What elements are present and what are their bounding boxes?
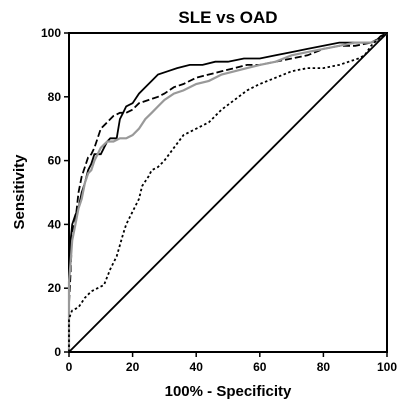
x-tick-label: 40 (190, 360, 204, 374)
y-tick-label: 20 (48, 281, 62, 295)
axis-ticks: 0 20 40 60 80 100 0 20 40 60 80 100 (41, 26, 397, 374)
series-line-5 (68, 32, 388, 353)
x-tick-label: 80 (317, 360, 331, 374)
series-group (67, 32, 388, 353)
y-axis-label: Sensitivity (11, 154, 28, 230)
x-tick-label: 60 (253, 360, 267, 374)
y-tick-label: 0 (54, 345, 61, 359)
series-line-2 (68, 32, 388, 352)
x-axis-label: 100% - Specificity (165, 383, 292, 400)
y-tick-label: 80 (48, 90, 62, 104)
plot-border (68, 32, 388, 353)
chart-title: SLE vs OAD (178, 8, 277, 27)
x-tick-label: 0 (66, 360, 73, 374)
y-tick-label: 60 (48, 154, 62, 168)
x-tick-label: 20 (126, 360, 140, 374)
series-line-3 (67, 32, 388, 352)
x-tick-label: 100 (377, 360, 397, 374)
y-tick-label: 40 (48, 217, 62, 231)
y-tick-label: 100 (41, 26, 61, 40)
plot-frame (68, 32, 388, 353)
series-line-4 (68, 32, 388, 352)
